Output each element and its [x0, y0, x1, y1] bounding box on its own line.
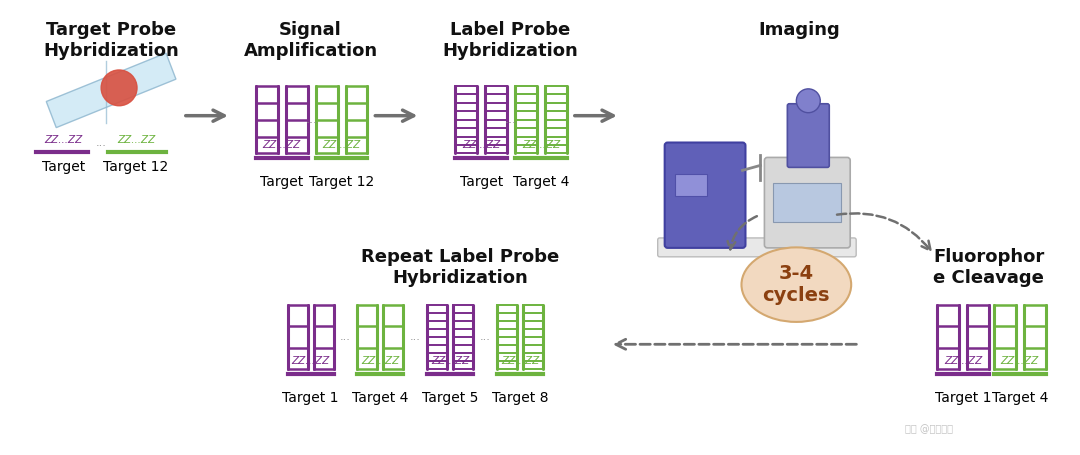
- Text: Target 12: Target 12: [309, 175, 374, 189]
- Text: Repeat Label Probe
Hybridization: Repeat Label Probe Hybridization: [361, 248, 559, 287]
- Ellipse shape: [742, 248, 851, 322]
- Polygon shape: [46, 53, 176, 127]
- FancyBboxPatch shape: [765, 157, 850, 248]
- Text: Signal
Amplification: Signal Amplification: [243, 21, 378, 60]
- Text: ZZ...ZZ: ZZ...ZZ: [462, 141, 500, 151]
- Text: ZZ...ZZ: ZZ...ZZ: [262, 141, 301, 151]
- Text: ZZ...ZZ: ZZ...ZZ: [1001, 356, 1039, 366]
- FancyBboxPatch shape: [658, 238, 856, 257]
- Text: Imaging: Imaging: [758, 21, 840, 39]
- Text: ZZ...ZZ: ZZ...ZZ: [44, 135, 82, 145]
- Text: ...: ...: [410, 332, 421, 342]
- Text: ...: ...: [340, 332, 351, 342]
- Text: Target 1: Target 1: [282, 391, 339, 405]
- Text: ZZ...ZZ: ZZ...ZZ: [362, 356, 400, 366]
- Text: ...: ...: [480, 332, 490, 342]
- Text: Target 4: Target 4: [352, 391, 408, 405]
- Text: ...: ...: [96, 138, 107, 148]
- FancyBboxPatch shape: [787, 104, 829, 167]
- Text: ZZ...ZZ: ZZ...ZZ: [431, 356, 470, 366]
- Text: Target 1: Target 1: [934, 391, 991, 405]
- Text: ZZ...ZZ: ZZ...ZZ: [292, 356, 329, 366]
- Text: Target 4: Target 4: [991, 391, 1048, 405]
- Text: Target: Target: [42, 161, 85, 174]
- Text: 知乎 @新析实验: 知乎 @新析实验: [905, 424, 953, 434]
- Text: ...: ...: [306, 113, 318, 126]
- Text: ZZ...ZZ: ZZ...ZZ: [501, 356, 539, 366]
- Text: ZZ...ZZ: ZZ...ZZ: [522, 141, 561, 151]
- Circle shape: [796, 89, 821, 113]
- Text: 3-4
cycles: 3-4 cycles: [762, 264, 831, 305]
- FancyBboxPatch shape: [664, 142, 745, 248]
- Text: ...: ...: [505, 113, 517, 126]
- Text: Fluorophor
e Cleavage: Fluorophor e Cleavage: [933, 248, 1044, 287]
- Text: ZZ...ZZ: ZZ...ZZ: [323, 141, 361, 151]
- Text: Target: Target: [260, 175, 303, 189]
- Text: Target 5: Target 5: [422, 391, 478, 405]
- Text: Target 8: Target 8: [491, 391, 549, 405]
- Text: Target: Target: [459, 175, 503, 189]
- FancyBboxPatch shape: [675, 174, 706, 196]
- Text: ZZ...ZZ: ZZ...ZZ: [117, 135, 156, 145]
- Circle shape: [102, 70, 137, 106]
- Text: ZZ...ZZ: ZZ...ZZ: [944, 356, 982, 366]
- Text: Target 12: Target 12: [104, 161, 168, 174]
- Text: Target Probe
Hybridization: Target Probe Hybridization: [43, 21, 179, 60]
- FancyBboxPatch shape: [773, 183, 841, 222]
- Text: Label Probe
Hybridization: Label Probe Hybridization: [442, 21, 578, 60]
- Text: Target 4: Target 4: [513, 175, 569, 189]
